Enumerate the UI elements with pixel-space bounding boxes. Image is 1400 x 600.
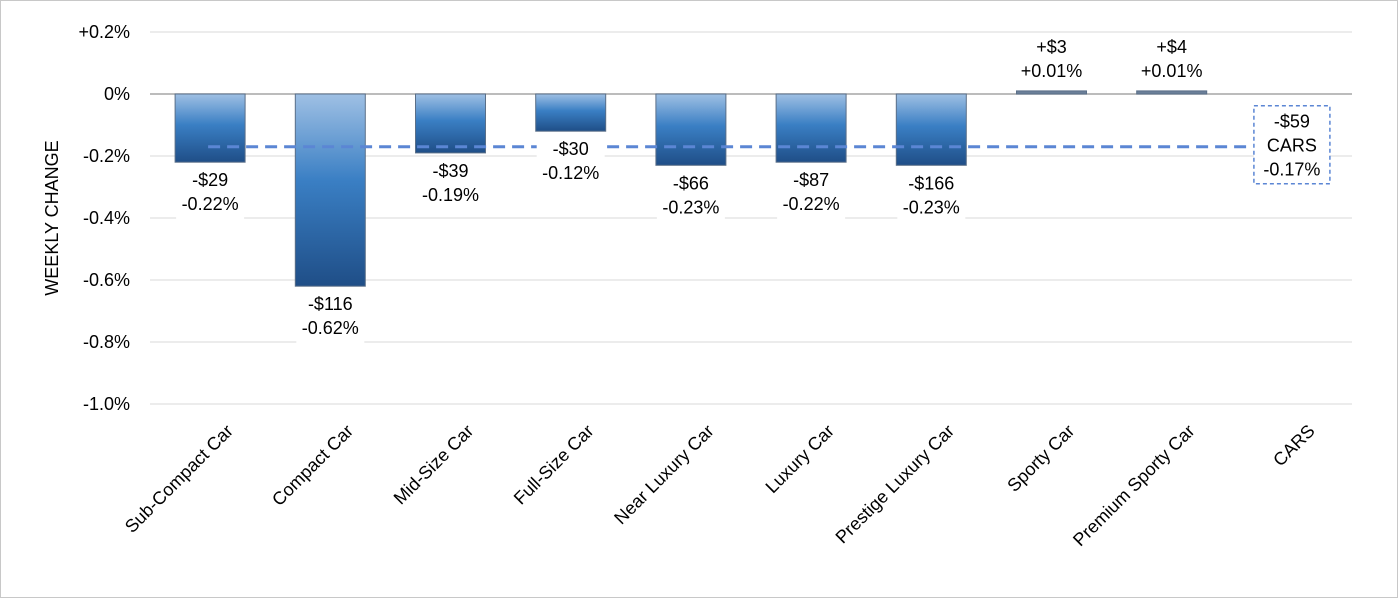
y-tick-label: -0.8% bbox=[83, 332, 130, 352]
bar-dollar-label: -$30 bbox=[553, 139, 589, 159]
bar bbox=[294, 93, 366, 287]
reference-callout-text: -0.17% bbox=[1263, 160, 1320, 180]
bar-dollar-label: -$39 bbox=[432, 161, 468, 181]
bar-dollar-label: -$116 bbox=[308, 294, 353, 314]
category-labels: Sub-Compact Car Compact Car Mid-Size Car Fu… bbox=[121, 421, 1319, 550]
bar-dollar-label: -$87 bbox=[793, 170, 829, 190]
category-label: Luxury Car bbox=[762, 421, 838, 497]
y-axis-ticks: +0.2% 0% -0.2% -0.4% -0.6% -0.8% -1.0% bbox=[78, 22, 130, 414]
category-label: Mid-Size Car bbox=[390, 421, 478, 509]
bar-percent-label: -0.12% bbox=[542, 163, 599, 183]
bar-label-background bbox=[536, 136, 605, 189]
y-tick-label: -0.6% bbox=[83, 270, 130, 290]
category-label: Full-Size Car bbox=[510, 421, 598, 509]
bar-dollar-label: +$4 bbox=[1156, 37, 1187, 57]
category-label: Compact Car bbox=[268, 421, 357, 510]
bar-percent-label: -0.23% bbox=[903, 197, 960, 217]
y-tick-label: 0% bbox=[104, 84, 130, 104]
reference-callout-box bbox=[1253, 104, 1331, 185]
y-tick-label: +0.2% bbox=[78, 22, 130, 42]
category-label: Prestige Luxury Car bbox=[832, 421, 959, 548]
bar-dollar-label: -$29 bbox=[192, 170, 228, 190]
bar-label-background bbox=[656, 170, 725, 223]
bar-label-background bbox=[1017, 33, 1086, 86]
bar bbox=[655, 93, 727, 166]
reference-line: -$59 CARS -0.17% bbox=[208, 104, 1331, 185]
bar bbox=[415, 93, 486, 154]
bar bbox=[174, 93, 246, 163]
bar-label-background bbox=[897, 170, 966, 223]
y-axis-label: WEEKLY CHANGE bbox=[42, 140, 62, 295]
bar-dollar-label: +$3 bbox=[1036, 37, 1067, 57]
bar bbox=[775, 93, 847, 163]
bar bbox=[895, 93, 967, 166]
y-tick-label: -0.2% bbox=[83, 146, 130, 166]
bar-label-background bbox=[416, 157, 485, 210]
category-label: Sub-Compact Car bbox=[121, 421, 237, 537]
bar-percent-label: -0.19% bbox=[422, 185, 479, 205]
category-label: Near Luxury Car bbox=[610, 421, 718, 529]
bar-percent-label: +0.01% bbox=[1141, 61, 1203, 81]
bar-label-background bbox=[1137, 33, 1206, 86]
bar-dollar-label: -$66 bbox=[673, 173, 709, 193]
reference-callout-text: CARS bbox=[1267, 136, 1317, 156]
reference-callout-text: -$59 bbox=[1274, 112, 1310, 132]
y-tick-label: -1.0% bbox=[83, 394, 130, 414]
bar-percent-label: -0.62% bbox=[302, 318, 359, 338]
bar-percent-label: -0.23% bbox=[662, 197, 719, 217]
bar-labels: -$29 -0.22% -$116 -0.62% -$39 -0.19% -$30 -0.12… bbox=[176, 33, 1206, 344]
bars bbox=[174, 90, 1208, 287]
category-label: Sporty Car bbox=[1003, 421, 1078, 496]
bar-dollar-label: -$166 bbox=[908, 173, 954, 193]
bar bbox=[1136, 90, 1208, 95]
bar-percent-label: -0.22% bbox=[182, 194, 239, 214]
bar bbox=[1016, 90, 1087, 95]
y-tick-label: -0.4% bbox=[83, 208, 130, 228]
category-label: Premium Sporty Car bbox=[1069, 421, 1198, 550]
bar-label-background bbox=[777, 167, 846, 220]
category-label: CARS bbox=[1269, 421, 1319, 471]
bar-percent-label: +0.01% bbox=[1021, 61, 1083, 81]
bar bbox=[535, 93, 607, 132]
bar-percent-label: -0.22% bbox=[783, 194, 840, 214]
bar-label-background bbox=[176, 167, 245, 220]
bar-label-background bbox=[296, 291, 365, 344]
